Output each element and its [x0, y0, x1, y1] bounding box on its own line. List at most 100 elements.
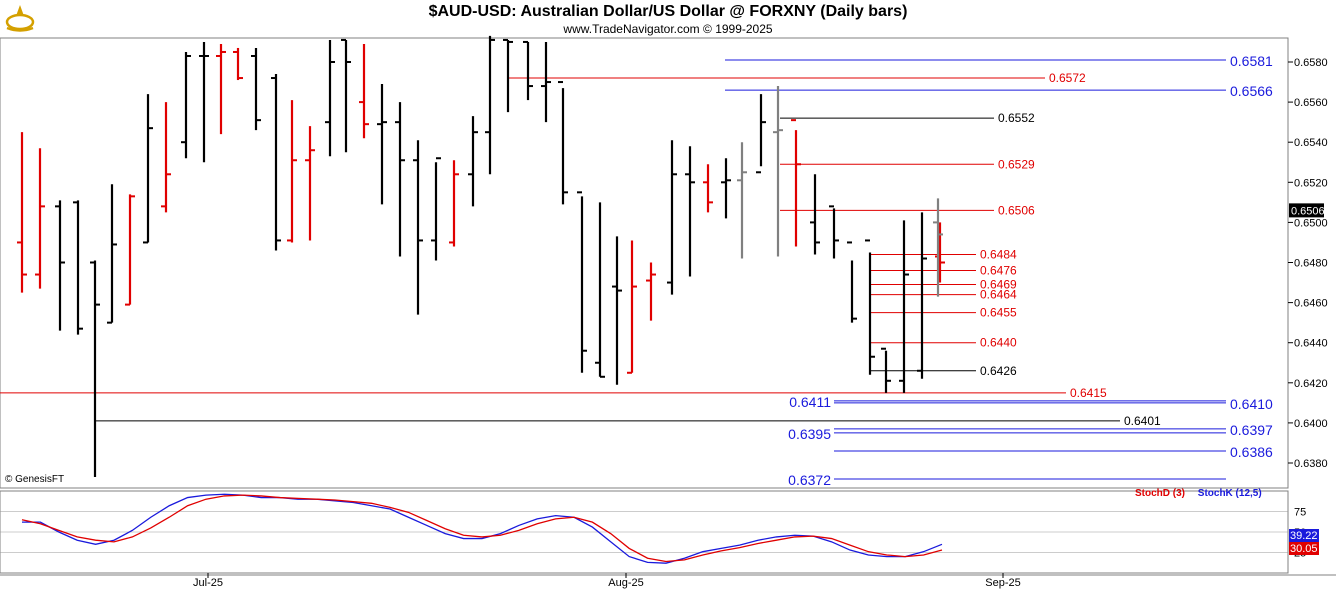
x-tick-label: Aug-25 [608, 577, 643, 589]
level-label-0.6484: 0.6484 [980, 247, 1017, 261]
level-label-0.6411: 0.6411 [789, 394, 831, 410]
ohlc-bar [55, 200, 65, 331]
level-label-0.6464: 0.6464 [980, 288, 1017, 302]
ohlc-bar [881, 347, 891, 393]
level-label-0.6440: 0.6440 [980, 336, 1017, 350]
ohlc-bar [216, 43, 226, 135]
ohlc-bar [161, 102, 171, 213]
last-price-badge [1289, 203, 1324, 218]
level-label-0.6566: 0.6566 [1230, 83, 1273, 99]
ohlc-bar [523, 40, 533, 101]
ohlc-bar [468, 116, 478, 207]
ohlc-bar [431, 157, 441, 261]
ohlc-bar [377, 84, 387, 205]
stoch-tick-label: 75 [1294, 507, 1306, 519]
stoch-value-label: 30.05 [1290, 543, 1318, 555]
ohlc-bars [17, 35, 945, 478]
x-tick-label: Jul-25 [193, 577, 223, 589]
level-label-0.6552: 0.6552 [998, 111, 1035, 125]
level-label-0.6401: 0.6401 [1124, 414, 1161, 428]
ohlc-bar [125, 194, 135, 306]
ohlc-bar [35, 148, 45, 289]
last-price-label: 0.6506 [1291, 205, 1325, 217]
ohlc-bar [595, 202, 605, 378]
ohlc-bar [395, 102, 405, 257]
ohlc-bar [847, 241, 857, 323]
chart-subtitle: www.TradeNavigator.com © 1999-2025 [563, 22, 773, 36]
level-label-0.6395: 0.6395 [788, 426, 831, 442]
ohlc-bar [933, 198, 943, 297]
ohlc-bar [271, 74, 281, 251]
y-tick-label: 0.6420 [1294, 378, 1328, 390]
level-label-0.6469: 0.6469 [980, 278, 1017, 292]
stoch-legend: StochD (3) StochK (12,5) [1135, 488, 1262, 499]
copyright-text: © GenesisFT [5, 474, 65, 485]
y-tick-label: 0.6560 [1294, 97, 1328, 109]
stoch-line-k [22, 493, 943, 564]
level-label-0.6455: 0.6455 [980, 306, 1017, 320]
y-tick-label: 0.6480 [1294, 258, 1328, 270]
ohlc-bar [899, 220, 909, 393]
level-label-0.6426: 0.6426 [980, 364, 1017, 378]
level-label-0.6476: 0.6476 [980, 264, 1017, 278]
level-label-0.6410: 0.6410 [1230, 396, 1273, 412]
ohlc-bar [756, 94, 766, 174]
ohlc-bar [612, 236, 622, 385]
ohlc-bar [558, 81, 568, 205]
level-label-0.6506: 0.6506 [998, 203, 1035, 217]
ohlc-bar [17, 132, 27, 293]
ohlc-bar [341, 38, 351, 153]
ohlc-bar [287, 100, 297, 243]
ohlc-bar [181, 51, 191, 159]
y-tick-label: 0.6580 [1294, 57, 1328, 69]
ohlc-bar [233, 47, 243, 81]
y-tick-label: 0.6400 [1294, 418, 1328, 430]
ohlc-bar [646, 262, 656, 321]
ohlc-bar [359, 43, 369, 139]
stoch-k-legend: StochK (12,5) [1197, 488, 1262, 499]
level-label-0.6529: 0.6529 [998, 157, 1035, 171]
y-tick-label: 0.6520 [1294, 177, 1328, 189]
ohlc-bar [685, 146, 695, 277]
ohlc-bar [325, 39, 335, 157]
ohlc-bar [503, 38, 513, 113]
ohlc-bar [90, 260, 100, 478]
ohlc-bar [773, 86, 783, 257]
ohlc-bar [485, 35, 495, 175]
ohlc-bar [251, 47, 261, 131]
chart-title: $AUD-USD: Australian Dollar/US Dollar @ … [428, 3, 908, 20]
ohlc-bar [865, 239, 875, 375]
ohlc-bar [305, 126, 315, 241]
price-axis: 0.6580 0.6560 0.6540 0.6520 0.6500 0.6480 0.64… [1288, 57, 1328, 470]
level-label-0.6386: 0.6386 [1230, 444, 1273, 460]
ohlc-bar [917, 212, 927, 379]
ohlc-bar [721, 158, 731, 219]
ohlc-bar [541, 41, 551, 123]
chart-frame [0, 37, 1336, 576]
y-tick-label: 0.6440 [1294, 338, 1328, 350]
ohlc-bar [73, 200, 83, 335]
price-panel-border [0, 37, 1289, 489]
ohlc-bar [449, 160, 459, 247]
stoch-value-badge [1289, 529, 1319, 542]
ohlc-bar [829, 205, 839, 259]
ohlc-bar [107, 184, 117, 324]
ohlc-bar [791, 119, 801, 247]
ohlc-bar [810, 174, 820, 255]
fib-levels: 0.6581 0.6572 0.6566 0.6552 0.6529 0.6506 0.64… [0, 53, 1273, 488]
level-label-0.6372: 0.6372 [788, 472, 831, 488]
ohlc-bar [667, 140, 677, 295]
y-tick-label: 0.6540 [1294, 137, 1328, 149]
x-tick-label: Sep-25 [985, 577, 1020, 589]
y-tick-label: 0.6460 [1294, 298, 1328, 310]
y-tick-label: 0.6500 [1294, 217, 1328, 229]
level-label-0.6397: 0.6397 [1230, 422, 1273, 438]
ohlc-bar [737, 142, 747, 259]
ohlc-bar [413, 140, 423, 315]
level-label-0.6581: 0.6581 [1230, 53, 1273, 69]
stoch-value-badge [1289, 542, 1319, 555]
ohlc-bar [577, 191, 587, 373]
level-label-0.6415: 0.6415 [1070, 386, 1107, 400]
